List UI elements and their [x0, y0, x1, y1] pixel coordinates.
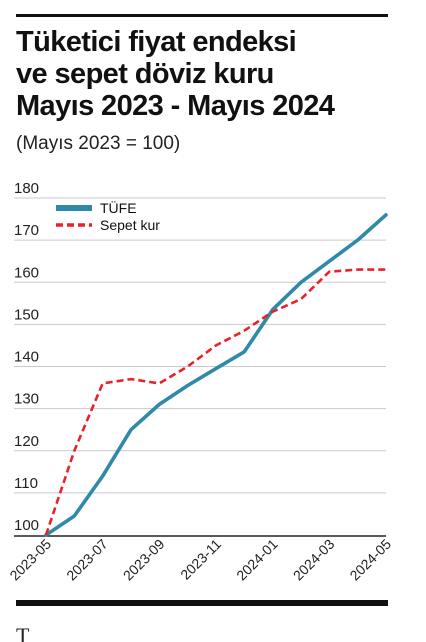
x-tick-label-2024-01: 2024-01: [233, 536, 281, 584]
series-line-1: [44, 268, 386, 536]
title-line-3: Mayıs 2023 - Mayıs 2024: [16, 90, 335, 122]
y-tick-label-130: 130: [14, 391, 39, 408]
chart-title: Tüketici fiyat endeksi ve sepet döviz ku…: [16, 26, 388, 122]
y-tick-label-180: 180: [14, 180, 39, 197]
bottom-rule: [16, 600, 388, 606]
legend-label-1: Sepet kur: [100, 217, 160, 233]
y-tick-label-140: 140: [14, 349, 39, 366]
y-tick-label-170: 170: [14, 222, 39, 239]
y-tick-label-160: 160: [14, 264, 39, 281]
title-line-1: Tüketici fiyat endeksi: [16, 26, 297, 58]
x-tick-label-2023-09: 2023-09: [120, 536, 168, 584]
y-tick-label-110: 110: [14, 475, 38, 492]
y-tick-label-150: 150: [14, 306, 39, 323]
title-line-2: ve sepet döviz kuru: [16, 58, 274, 90]
x-tick-label-2023-05: 2023-05: [6, 536, 54, 584]
x-tick-label-2023-11: 2023-11: [177, 536, 224, 583]
chart-subtitle: (Mayıs 2023 = 100): [16, 133, 181, 154]
x-tick-label-2024-05: 2024-05: [346, 536, 394, 584]
legend-label-0: TÜFE: [100, 199, 137, 216]
y-tick-label-100: 100: [14, 517, 39, 534]
x-tick-label-2023-07: 2023-07: [63, 536, 111, 584]
y-tick-label-120: 120: [14, 433, 39, 450]
following-text: T: [16, 623, 30, 642]
series-line-0: [44, 213, 388, 537]
x-tick-label-2024-03: 2024-03: [290, 536, 338, 584]
top-rule: [16, 14, 388, 17]
